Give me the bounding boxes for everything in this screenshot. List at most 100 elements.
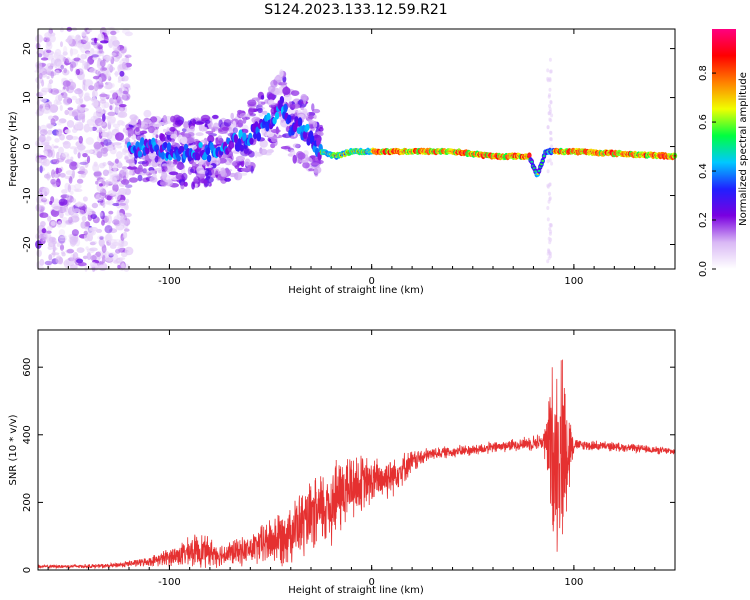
noise-blob (107, 118, 116, 125)
noise-blob (118, 111, 128, 118)
spectral-blob (212, 114, 219, 119)
noise-blob (43, 233, 52, 238)
ridge-blob (183, 143, 189, 151)
noise-blob (81, 31, 87, 37)
spectral-blob (280, 146, 291, 150)
noise-blob (39, 165, 43, 174)
spectral-blob (244, 158, 251, 167)
noise-blob (63, 67, 67, 74)
noise-blob (117, 265, 121, 269)
noise-blob (56, 151, 60, 161)
spectral-blob (319, 124, 323, 129)
noise-blob (111, 36, 118, 42)
noise-blob (98, 46, 104, 54)
noise-blob (107, 252, 116, 256)
noise-blob (76, 88, 81, 92)
noise-blob (108, 161, 113, 171)
ridge-blob (198, 142, 203, 148)
noise-blob (93, 111, 100, 120)
noise-blob (56, 242, 61, 247)
noise-blob (46, 236, 55, 244)
noise-blob (107, 115, 116, 124)
noise-blob (112, 39, 120, 47)
noise-blob (40, 57, 49, 61)
noise-blob (45, 198, 50, 205)
spectral-blob (302, 162, 310, 169)
spectral-blob (194, 183, 198, 188)
noise-blob (72, 252, 79, 261)
noise-blob (41, 228, 47, 234)
spectral-blob (209, 126, 219, 130)
streak-blob (548, 182, 552, 187)
noise-blob (50, 88, 60, 95)
noise-blob (91, 54, 99, 58)
spectral-blob (133, 124, 142, 130)
noise-blob (98, 122, 107, 127)
noise-blob (59, 245, 65, 249)
noise-blob (66, 120, 75, 128)
noise-blob (66, 134, 74, 141)
spectral-blob (279, 69, 284, 78)
spectral-blob (125, 159, 135, 164)
noise-blob (39, 105, 44, 109)
ridge-blob (274, 111, 280, 120)
spectral-blob (181, 128, 187, 133)
noise-blob (90, 48, 95, 54)
noise-blob (86, 155, 91, 164)
spectral-blob (135, 126, 140, 132)
noise-blob (85, 51, 92, 56)
spectrogram-xlabel: Height of straight line (km) (288, 285, 424, 296)
noise-blob (82, 153, 88, 158)
noise-blob (44, 144, 52, 152)
noise-blob (98, 76, 102, 83)
noise-blob (119, 219, 126, 224)
spectral-blob (189, 125, 195, 132)
noise-blob (120, 240, 129, 247)
noise-blob (55, 178, 61, 188)
streak-blob (550, 113, 554, 118)
noise-blob (52, 204, 61, 211)
noise-blob (74, 183, 82, 190)
noise-blob (86, 29, 93, 33)
noise-blob (109, 90, 117, 94)
noise-blob (43, 142, 50, 146)
noise-blob (89, 261, 97, 268)
noise-blob (62, 56, 66, 62)
noise-blob (121, 235, 125, 244)
noise-blob (61, 217, 68, 222)
noise-blob (70, 136, 79, 140)
noise-blob (53, 99, 59, 106)
noise-blob (117, 52, 125, 56)
y-tick-label: -10 (22, 187, 33, 203)
noise-blob (87, 58, 91, 64)
spectral-blob (276, 79, 282, 83)
noise-blob (115, 224, 125, 231)
noise-blob (98, 192, 107, 199)
noise-blob (72, 208, 81, 213)
noise-blob (50, 196, 55, 204)
noise-blob (36, 249, 42, 257)
noise-blob (58, 118, 67, 124)
noise-blob (50, 70, 54, 79)
noise-blob (108, 134, 118, 142)
noise-blob (86, 248, 95, 254)
noise-blob (50, 252, 60, 256)
noise-blob (91, 126, 98, 131)
ridge-blob (305, 123, 310, 131)
ridge-blob (205, 147, 211, 156)
noise-blob (124, 188, 131, 196)
streak-blob (548, 93, 551, 98)
spectral-blob (235, 155, 245, 162)
ridge-blob (140, 137, 145, 146)
spectral-blob (229, 172, 237, 178)
spectral-blob (128, 169, 133, 176)
spectral-blob (183, 120, 189, 130)
noise-blob (48, 254, 53, 261)
streak-blob (549, 237, 553, 242)
streak-blob (546, 68, 550, 73)
noise-blob (47, 215, 52, 222)
spectral-blob (282, 86, 291, 95)
spectral-blob (224, 177, 232, 182)
snr-frame (37, 329, 676, 571)
noise-blob (50, 117, 56, 126)
